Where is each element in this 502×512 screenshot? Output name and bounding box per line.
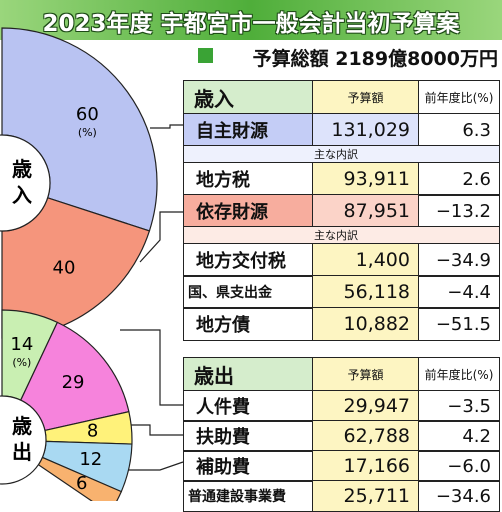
row-label-cell: 普通建設事業費 (183, 480, 313, 512)
unit-label: (%) (12, 356, 31, 369)
row-label-cell: 地方税 (183, 162, 313, 196)
column-header: 予算額 (312, 357, 419, 391)
amount: 29,947 (312, 390, 419, 422)
table-row: 普通建設事業費 25,711 −34.6 (183, 480, 500, 512)
title-banner (0, 0, 502, 40)
slice-label: 14 (10, 334, 33, 355)
amount: 93,911 (312, 162, 419, 196)
table-row: 国、県支出金 56,118 −4.4 (183, 275, 500, 309)
pie-title-char: 歳 (12, 157, 32, 181)
row-label-cell: 人件費 (183, 390, 313, 422)
change: 4.2 (418, 420, 500, 452)
pie-title: 歳出 (12, 414, 32, 464)
title: 2023年度 宇都宮市一般会計当初予算案 (42, 11, 460, 37)
column-header-text: 歳出 (194, 363, 234, 388)
row-label: 扶助費 (196, 427, 250, 448)
change: −34.9 (418, 243, 500, 277)
column-header-text: 歳入 (194, 86, 234, 111)
column-header: 前年度比(%) (418, 80, 500, 114)
change: −13.2 (418, 194, 500, 228)
row-label: 地方債 (196, 315, 250, 336)
bullet (198, 48, 213, 63)
pie-title-char: 入 (12, 183, 32, 207)
amount: 10,882 (312, 307, 419, 341)
row-label-cell: 依存財源 (183, 194, 313, 228)
row-label: 依存財源 (196, 202, 268, 223)
table-row: 地方債 10,882 −51.5 (183, 307, 500, 341)
amount: 25,711 (312, 480, 419, 512)
center-circle (0, 395, 47, 485)
slice-label: 29 (62, 372, 85, 393)
change: −3.5 (418, 390, 500, 422)
table-row: 依存財源 87,951 −13.2 (183, 194, 500, 228)
total-budget: 予算総額 2189億8000万円 (252, 48, 498, 70)
table-row: 地方税 93,911 2.6 (183, 162, 500, 196)
leader-line (125, 461, 184, 471)
amount: 1,400 (312, 243, 419, 277)
change: −4.4 (418, 275, 500, 309)
change: 2.6 (418, 162, 500, 196)
slice-label: 6 (76, 473, 87, 494)
table-row: 人件費 29,947 −3.5 (183, 390, 500, 422)
column-header: 歳出 (183, 357, 313, 391)
amount: 87,951 (312, 194, 419, 228)
amount: 17,166 (312, 450, 419, 482)
pie-title-char: 歳 (12, 414, 32, 438)
leader-line (120, 329, 183, 406)
slice-label: 60 (76, 104, 99, 125)
row-label: 地方税 (196, 170, 250, 191)
slice-label: 12 (79, 449, 102, 470)
column-header: 歳入 (183, 80, 313, 114)
table-row: 補助費 17,166 −6.0 (183, 450, 500, 482)
change: −6.0 (418, 450, 500, 482)
table-row: 扶助費 62,788 4.2 (183, 420, 500, 452)
row-label-cell: 補助費 (183, 450, 313, 482)
table-header: 歳出 予算額 前年度比(%) (183, 357, 500, 391)
slice-label: 40 (53, 257, 76, 278)
row-label-cell: 扶助費 (183, 420, 313, 452)
pie-title: 歳入 (12, 157, 32, 207)
change: 6.3 (418, 113, 500, 147)
amount: 131,029 (312, 113, 419, 147)
leader-line (150, 124, 183, 129)
column-header: 予算額 (312, 80, 419, 114)
row-label: 地方交付税 (196, 251, 286, 272)
row-label: 国、県支出金 (188, 285, 272, 301)
amount: 56,118 (312, 275, 419, 309)
sub-heading: 主な内訳 (183, 145, 500, 163)
change: −51.5 (418, 307, 500, 341)
row-label: 自主財源 (196, 121, 268, 142)
leader-line (139, 211, 183, 263)
row-label-cell: 地方債 (183, 307, 313, 341)
slice-label: 8 (87, 420, 98, 441)
pie-title-char: 出 (12, 440, 32, 464)
change: −34.6 (418, 480, 500, 512)
unit-label: (%) (78, 126, 97, 139)
table-header: 歳入 予算額 前年度比(%) (183, 80, 500, 114)
table-row: 自主財源 131,029 6.3 (183, 113, 500, 147)
row-label: 普通建設事業費 (188, 489, 286, 505)
row-label-cell: 自主財源 (183, 113, 313, 147)
sub-heading: 主な内訳 (183, 226, 500, 244)
center-circle (0, 134, 51, 232)
row-label-cell: 地方交付税 (183, 243, 313, 277)
column-header: 前年度比(%) (418, 357, 500, 391)
row-label: 補助費 (196, 457, 250, 478)
row-label-cell: 国、県支出金 (183, 275, 313, 309)
amount: 62,788 (312, 420, 419, 452)
table-row: 地方交付税 1,400 −34.9 (183, 243, 500, 277)
row-label: 人件費 (196, 397, 250, 418)
